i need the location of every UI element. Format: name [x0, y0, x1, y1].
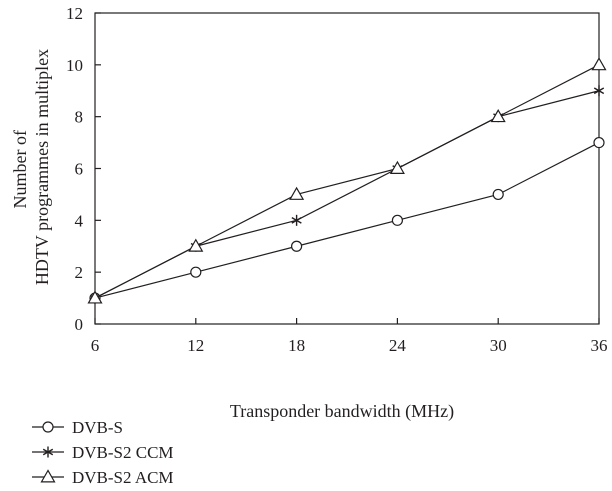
y-tick-label: 2 [75, 263, 84, 282]
legend-label: DVB-S2 CCM [72, 443, 174, 462]
legend-label: DVB-S [72, 418, 123, 437]
y-tick-label: 8 [75, 108, 84, 127]
x-tick-label: 36 [591, 336, 608, 355]
y-axis-label-line-2: HDTV programmes in multiplex [32, 49, 52, 285]
y-tick-label: 12 [66, 4, 83, 23]
series-dvb-s2-ccm [89, 85, 605, 304]
legend-marker [42, 421, 54, 433]
y-tick-label: 6 [75, 160, 84, 179]
data-point [492, 188, 504, 201]
x-tick-label: 24 [389, 336, 407, 355]
data-point [190, 266, 202, 278]
data-point [389, 160, 405, 174]
y-axis-label: Number of HDTV programmes in multiplex [10, 49, 52, 285]
data-point [291, 214, 302, 226]
x-tick-label: 18 [288, 336, 305, 355]
legend-item: DVB-S [32, 418, 123, 437]
x-tick-label: 30 [490, 336, 507, 355]
x-tick-label: 6 [91, 336, 100, 355]
legend-item: DVB-S2 ACM [32, 468, 174, 487]
series-dvb-s [89, 136, 605, 304]
data-point [490, 108, 506, 123]
data-point [188, 238, 204, 252]
legend-marker [42, 446, 54, 458]
data-point [593, 136, 605, 149]
y-axis-label-line-1: Number of [10, 130, 30, 208]
series-line [94, 64, 600, 299]
legend-label: DVB-S2 ACM [72, 468, 174, 486]
series-line [94, 90, 600, 299]
series-dvb-s2-acm [87, 57, 607, 304]
data-point [593, 85, 605, 97]
y-tick-label: 10 [66, 56, 83, 75]
plot-frame [94, 12, 600, 325]
y-tick-label: 4 [75, 211, 84, 230]
data-point [291, 240, 303, 252]
data-point [87, 290, 103, 304]
data-point [391, 214, 403, 226]
x-tick-label: 12 [187, 336, 204, 355]
legend-marker [40, 469, 56, 483]
legend-item: DVB-S2 CCM [32, 443, 174, 462]
data-point [591, 57, 607, 71]
series-group [87, 57, 607, 304]
data-point [289, 186, 305, 200]
legend: DVB-S DVB-S2 CCM DVB-S2 ACM [32, 418, 174, 487]
series-line [94, 142, 600, 299]
x-axis-label: Transponder bandwidth (MHz) [230, 401, 454, 422]
y-tick-label: 0 [75, 315, 84, 334]
